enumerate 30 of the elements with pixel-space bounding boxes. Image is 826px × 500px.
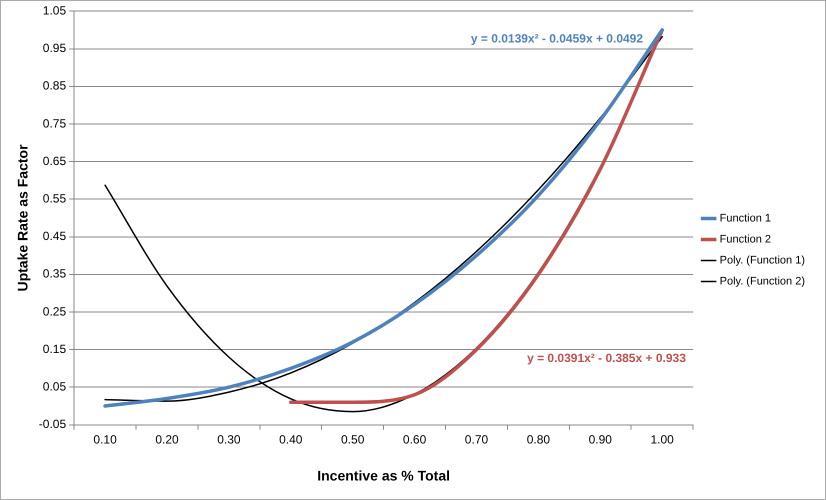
x-axis-title: Incentive as % Total: [317, 467, 450, 484]
y-axis-title: Uptake Rate as Factor: [14, 144, 30, 292]
annotation: y = 0.0391x² - 0.385x + 0.933: [527, 350, 686, 365]
x-tick-label: 0.90: [588, 432, 612, 446]
y-tick-label: -0.05: [38, 417, 66, 432]
y-tick-label: 0.35: [42, 266, 66, 281]
x-tick-label: 1.00: [650, 432, 674, 446]
x-tick-label: 0.40: [279, 432, 303, 446]
legend-label: Function 1: [720, 212, 771, 225]
y-tick-label: 0.05: [42, 380, 66, 394]
x-tick-label: 0.80: [526, 432, 550, 446]
legend-label: Poly. (Function 1): [720, 254, 806, 267]
x-tick-label: 0.10: [93, 432, 118, 446]
x-tick-label: 0.20: [155, 432, 179, 446]
y-tick-label: 0.65: [42, 154, 66, 168]
x-tick-label: 0.70: [464, 432, 488, 446]
y-tick-label: 0.75: [42, 116, 66, 130]
x-tick-label: 0.30: [217, 432, 241, 446]
legend-label: Poly. (Function 2): [720, 276, 806, 288]
y-tick-label: 0.15: [42, 342, 66, 356]
x-tick-label: 0.60: [402, 432, 427, 446]
x-tick-label: 0.50: [341, 432, 365, 446]
y-tick-label: 0.85: [42, 78, 66, 93]
y-tick-label: 0.55: [42, 192, 66, 206]
legend-label: Function 2: [720, 234, 771, 246]
y-tick-label: 0.95: [42, 41, 66, 56]
y-tick-label: 1.05: [42, 4, 66, 18]
annotation: y = 0.0139x² - 0.0459x + 0.0492: [470, 32, 644, 46]
y-tick-label: 0.25: [42, 304, 66, 318]
y-tick-label: 0.45: [42, 229, 66, 244]
